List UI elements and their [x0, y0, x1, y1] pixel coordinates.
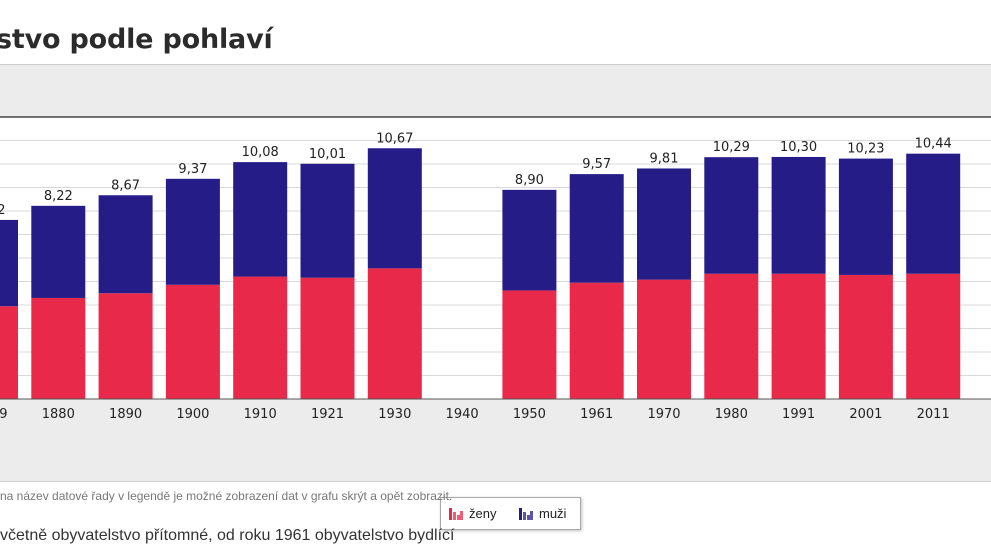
bar-muzi-2011 [906, 153, 961, 274]
bar-zeny-1961 [569, 282, 624, 399]
bar-chart: 7,62 1869 8,22 1880 8,67 1890 9,37 1900 10,08 191… [0, 116, 991, 422]
bar-muzi-1950 [502, 189, 557, 291]
bar-zeny-1930 [367, 268, 422, 399]
data-label-1970: 9,81 [650, 151, 679, 166]
legend-item-muzi[interactable]: muži [519, 506, 566, 521]
bar-zeny-1869 [0, 306, 18, 399]
data-label-2011: 10,44 [915, 137, 952, 152]
bar-muzi-1880 [31, 205, 86, 298]
data-label-1880: 8,22 [44, 189, 73, 204]
bar-muzi-1910 [233, 162, 288, 277]
x-tick-1869: 1869 [0, 407, 8, 422]
data-label-1980: 10,29 [713, 140, 750, 155]
x-tick-1930: 1930 [378, 407, 411, 422]
bar-muzi-1970 [637, 168, 691, 280]
x-tick-1970: 1970 [647, 407, 680, 422]
data-label-1930: 10,67 [376, 131, 413, 146]
bar-zeny-1900 [165, 284, 220, 399]
x-tick-1890: 1890 [109, 407, 142, 422]
bar-zeny-1991 [771, 273, 826, 399]
bar-muzi-2001 [838, 158, 893, 275]
bar-muzi-1890 [98, 195, 153, 294]
legend-label: muži [539, 506, 567, 521]
chart-panel: 7,62 1869 8,22 1880 8,67 1890 9,37 1900 10,08 191… [0, 64, 991, 530]
bar-zeny-2011 [906, 273, 961, 399]
x-tick-1940: 1940 [446, 407, 479, 422]
x-tick-1921: 1921 [311, 407, 344, 422]
data-label-1910: 10,08 [242, 145, 279, 160]
bar-muzi-1869 [0, 219, 18, 307]
legend-label: ženy [469, 506, 497, 521]
bar-muzi-1961 [569, 174, 624, 283]
footnote: včetně obyvatelstvo přítomné, od roku 19… [0, 527, 455, 544]
bar-muzi-1991 [771, 156, 826, 274]
x-tick-1880: 1880 [42, 407, 75, 422]
data-label-1921: 10,01 [309, 147, 346, 162]
bar-chart-icon [519, 507, 533, 520]
data-label-1961: 9,57 [582, 157, 611, 172]
bar-zeny-1980 [704, 273, 759, 399]
bar-zeny-1950 [502, 290, 557, 399]
data-label-1869: 7,62 [0, 203, 5, 218]
bar-zeny-1890 [98, 293, 153, 399]
bar-zeny-1921 [300, 277, 355, 399]
x-tick-1900: 1900 [176, 407, 209, 422]
legend-item-zeny[interactable]: ženy [449, 506, 496, 521]
data-label-1991: 10,30 [780, 140, 817, 155]
x-tick-1950: 1950 [513, 407, 546, 422]
x-tick-1910: 1910 [244, 407, 277, 422]
bar-muzi-1921 [300, 163, 355, 278]
bar-muzi-1900 [165, 178, 220, 285]
bar-zeny-1970 [637, 279, 691, 399]
legend-hint-text: na název datové řady v legendě je možné … [0, 489, 453, 503]
x-tick-1961: 1961 [580, 407, 613, 422]
bar-zeny-1880 [31, 297, 86, 399]
chart-title: stvo podle pohlaví [0, 24, 273, 55]
data-label-1950: 8,90 [515, 173, 544, 188]
legend: ženy muži [440, 497, 581, 530]
x-tick-1991: 1991 [782, 407, 815, 422]
bar-muzi-1930 [367, 148, 422, 269]
bar-chart-icon [449, 507, 463, 520]
data-label-1890: 8,67 [111, 178, 140, 193]
data-label-1900: 9,37 [178, 162, 207, 177]
bar-zeny-1910 [233, 276, 288, 399]
x-tick-2011: 2011 [917, 407, 950, 422]
bar-zeny-2001 [838, 274, 893, 399]
x-tick-2001: 2001 [849, 407, 882, 422]
bar-muzi-1980 [704, 157, 759, 274]
x-tick-1980: 1980 [715, 407, 748, 422]
data-label-2001: 10,23 [847, 142, 884, 157]
